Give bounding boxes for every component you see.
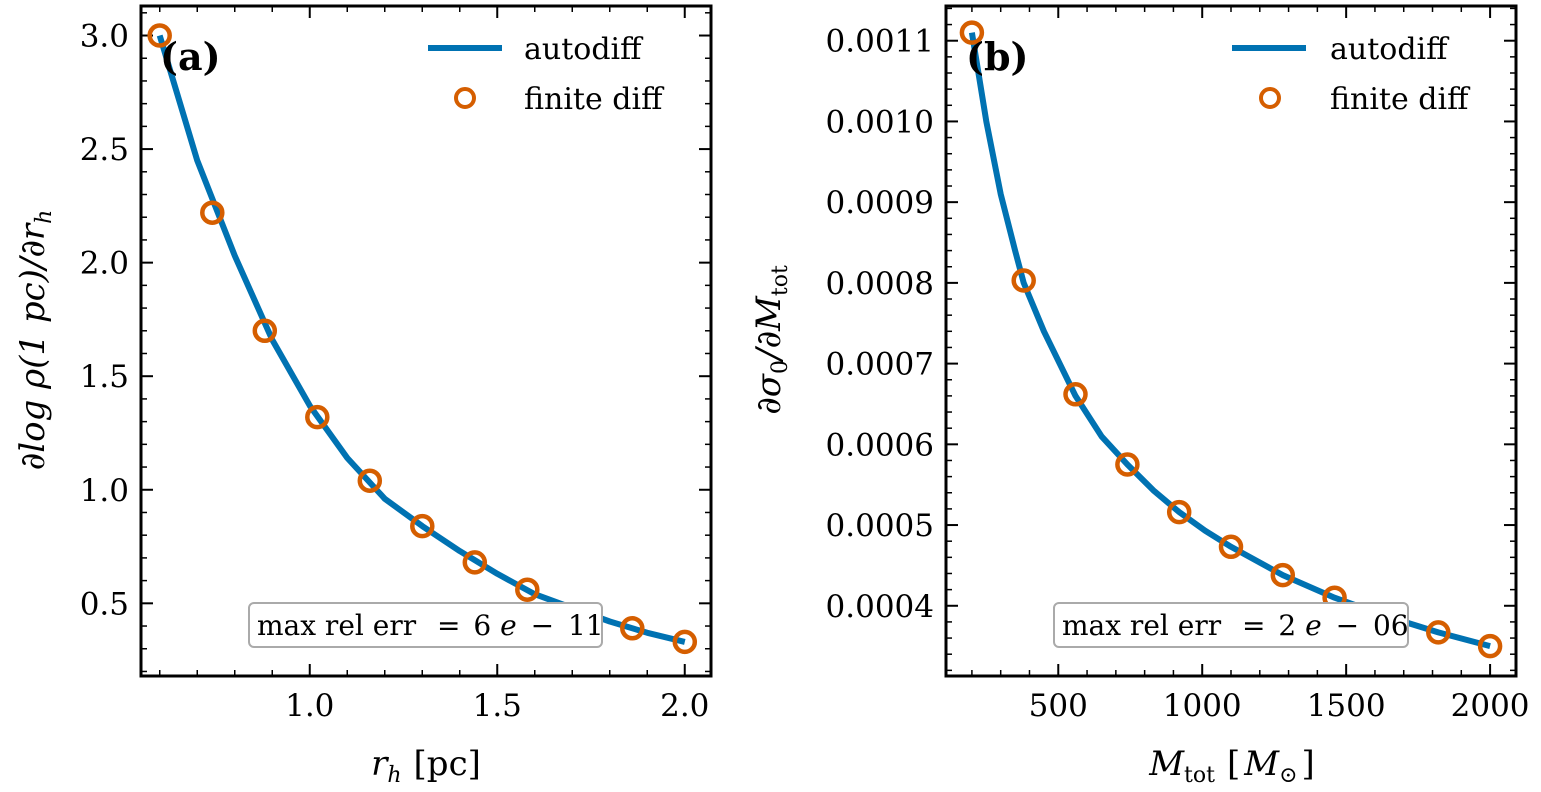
panel-a-error-mantissa: 6 [473,609,491,642]
panel-b-y-tick-label: 0.0006 [826,427,934,463]
panel-a-error-minus: − [531,609,554,642]
panel-a-y-tick-label: 0.5 [80,586,129,622]
panel-a-series-finite-diff-point [620,616,645,641]
panel-a-series-finite-diff-point [672,629,698,655]
panel-a-series-finite-diff-point [462,550,488,575]
panel-b-y-tick-label: 0.0011 [826,24,934,60]
panel-a-x-var-sub: h [387,763,401,788]
panel-a-x-tick-label: 1.0 [285,688,334,724]
panel-b-y-tick-label: 0.0008 [826,266,934,302]
panel-b-y-sigma: ∂σ [749,373,789,415]
panel-b: 500 1000 1500 2000 0.0004 0.0005 0.0006 0.0007 0… [749,4,1530,788]
panel-b-error-minus: − [1336,609,1359,642]
panel-a-y-axis-label: ∂log ρ(1 pc)/∂rh [13,210,57,471]
panel-b-y-tick-label: 0.0009 [826,185,934,221]
panel-b-label: (b) [966,34,1029,79]
panel-b-series-autodiff-line [968,32,1491,650]
panel-a-series-finite-diff-point [200,200,225,225]
panel-a-label: (a) [160,34,221,79]
panel-a-y-tick-label: 3.0 [80,19,129,55]
panel-a-plot-area [147,23,698,655]
panel-a-x-unit: [pc] [414,744,481,784]
panel-b-y-tick-label: 0.0004 [826,589,934,625]
panel-b-series-finite-diff-point [1115,452,1140,477]
panel-b-x-unit-open: [ [1227,744,1240,784]
panel-a-series-finite-diff-point [147,23,172,48]
panel-b-x-tick-label: 2000 [1451,688,1530,724]
panel-b-y-mid-sub: tot [768,265,793,296]
panel-a-error-text: max rel err = 6 e − 11 [257,609,604,642]
panel-a-series-finite-diff-point [410,513,435,539]
panel-a-axes-frame [139,4,713,678]
panel-b-y-tick-label: 0.0005 [826,508,934,544]
panel-b-error-text: max rel err = 2 e − 06 [1062,609,1409,642]
panel-b-y-sigma-sub: 0 [768,360,793,374]
panel-a-series-finite-diff-point [252,318,278,344]
panel-b-x-tick-label: 500 [1029,688,1088,724]
panel-b-series-finite-diff-point [1011,268,1036,293]
panel-b-series-finite-diff-point [1063,382,1088,407]
panel-a-error-box [248,602,603,648]
panel-a-error-equals: = [437,609,460,642]
panel-b-legend-finite-diff-swatch [1259,87,1281,109]
panel-a-error-annotation: max rel err = 6 e − 11 [248,602,604,648]
panel-b-y-mid: /∂M [749,295,789,363]
panel-a-y-expr: ∂log ρ(1 pc)/∂r [13,222,53,470]
panel-b-error-annotation: max rel err = 2 e − 06 [1053,602,1409,648]
panel-a-x-var: r [371,744,389,784]
panel-a: 1.0 1.5 2.0 0.5 1.0 1.5 2.0 2.5 3.0 (a) autodiff… [13,4,713,788]
panel-b-y-axis-label: ∂σ0/∂Mtot [749,265,793,415]
panel-a-x-tick-label: 1.5 [473,688,522,724]
panel-b-legend-autodiff-label: autodiff [1330,32,1450,67]
panel-b-series-finite-diff-point [1166,499,1192,525]
panel-b-error-exponent: 06 [1373,609,1409,642]
panel-b-error-mantissa: 2 [1278,609,1296,642]
panel-a-series-autodiff-line [156,34,686,645]
panel-a-legend-finite-diff-label: finite diff [524,82,665,117]
panel-a-x-axis-label: rh [pc] [371,744,481,788]
panel-a-error-e: e [500,609,517,642]
panel-b-legend-finite-diff-label: finite diff [1330,82,1471,117]
panel-a-y-tick-label: 1.5 [80,359,129,395]
panel-b-series-finite-diff-point [1218,534,1244,560]
panel-a-error-prefix: max rel err [257,609,417,642]
panel-b-x-var-sub: tot [1184,763,1215,788]
panel-b-error-box [1053,602,1409,648]
panel-b-error-e: e [1305,609,1322,642]
panel-b-error-prefix: max rel err [1062,609,1222,642]
panel-a-tick-labels: 1.0 1.5 2.0 0.5 1.0 1.5 2.0 2.5 3.0 [80,19,710,724]
panel-b-x-var: M [1148,744,1185,784]
panel-a-series-finite-diff-point [305,404,330,430]
panel-b-x-unit-sub: ⊙ [1279,763,1297,788]
panel-a-y-tick-label: 2.0 [80,246,129,282]
panel-a-error-exponent: 11 [568,609,604,642]
panel-a-series-finite-diff-point [357,468,383,493]
panel-b-series-finite-diff-point [1270,562,1296,588]
panel-b-tick-labels: 500 1000 1500 2000 0.0004 0.0005 0.0006 0.0007 0… [826,24,1530,724]
panel-a-y-tick-label: 2.5 [80,132,129,168]
panel-b-y-tick-label: 0.0007 [826,347,934,383]
panel-b-x-tick-label: 1000 [1163,688,1242,724]
panel-a-legend: autodiff finite diff [428,32,665,117]
panel-a-legend-finite-diff-swatch [454,87,476,109]
panel-b-series-finite-diff-point [1477,633,1503,659]
panel-a-y-expr-sub: h [32,210,57,224]
panel-a-y-tick-label: 1.0 [80,473,129,509]
panel-b-x-unit-var: M [1243,744,1280,784]
panel-b-x-unit-close: ] [1302,744,1315,784]
panel-b-series-finite-diff-point [1426,620,1451,645]
panel-b-axes-frame [944,4,1518,678]
panel-b-x-axis-label: Mtot[M⊙] [1148,744,1315,788]
panel-b-plot-area [959,20,1503,659]
panel-b-x-tick-label: 1500 [1307,688,1386,724]
panel-a-x-tick-label: 2.0 [660,688,709,724]
panel-a-legend-autodiff-label: autodiff [524,32,644,67]
panel-b-series-finite-diff-point [959,20,985,45]
panel-a-series-finite-diff-point [515,577,540,602]
panel-b-y-tick-label: 0.0010 [826,104,934,140]
panel-b-error-equals: = [1242,609,1265,642]
panel-b-legend: autodiff finite diff [1232,32,1471,117]
